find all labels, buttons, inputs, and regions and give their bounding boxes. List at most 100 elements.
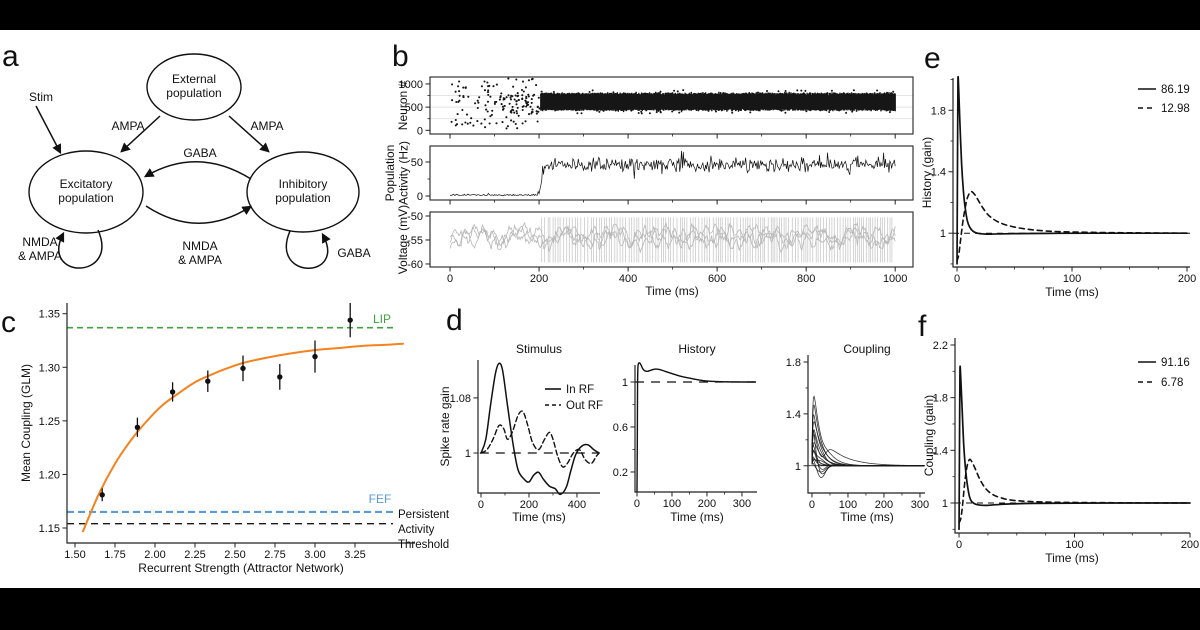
svg-text:population: population bbox=[166, 86, 221, 100]
svg-text:1: 1 bbox=[795, 461, 801, 473]
svg-text:Population: Population bbox=[383, 145, 397, 202]
svg-text:1: 1 bbox=[942, 498, 948, 510]
svg-text:200: 200 bbox=[1178, 273, 1196, 285]
svg-text:population: population bbox=[275, 191, 330, 205]
svg-text:1.75: 1.75 bbox=[104, 549, 125, 561]
svg-text:Out RF: Out RF bbox=[566, 400, 603, 412]
svg-text:2.50: 2.50 bbox=[224, 549, 245, 561]
svg-text:6.78: 6.78 bbox=[1161, 377, 1183, 389]
b-activity: 0 50 Population Activity (Hz) bbox=[383, 141, 914, 205]
svg-text:NMDA: NMDA bbox=[182, 239, 217, 253]
svg-text:Mean Coupling (GLM): Mean Coupling (GLM) bbox=[19, 364, 33, 482]
d-stimulus: 0 200 400 1 1.08 Time (ms) Spike rate gain Stim… bbox=[438, 342, 603, 524]
svg-text:200: 200 bbox=[1181, 539, 1199, 551]
c-coupling-vs-strength: 1.50 1.75 2.00 2.25 2.50 2.75 3.00 3.25 1.15 1.20… bbox=[19, 303, 450, 575]
svg-text:& AMPA: & AMPA bbox=[18, 249, 62, 263]
svg-text:0.2: 0.2 bbox=[613, 467, 628, 479]
e-history-gain: 0 100 200 1 1.4 1.8 Time (ms) History (gain) 86.… bbox=[920, 75, 1196, 299]
d-coupling: 0 100 200 300 1 1.4 1.8 Time (ms) Coupling bbox=[786, 342, 929, 524]
svg-text:0: 0 bbox=[417, 125, 423, 137]
svg-text:1: 1 bbox=[940, 228, 946, 240]
svg-text:0: 0 bbox=[809, 499, 815, 511]
ampa-right-arrow bbox=[228, 115, 270, 153]
svg-text:History: History bbox=[678, 342, 715, 356]
svg-text:2.00: 2.00 bbox=[144, 549, 165, 561]
svg-text:300: 300 bbox=[911, 499, 929, 511]
svg-text:LIP: LIP bbox=[373, 312, 391, 326]
f-coupling-gain: 0 100 200 1 1.4 1.8 2.2 Time (ms) Coupling (gain… bbox=[922, 338, 1199, 565]
svg-text:2.75: 2.75 bbox=[264, 549, 285, 561]
panel-a-network-diagram: ExternalpopulationExcitatorypopulationIn… bbox=[18, 53, 371, 269]
svg-text:100: 100 bbox=[839, 499, 857, 511]
svg-text:100: 100 bbox=[1063, 273, 1081, 285]
svg-text:FEF: FEF bbox=[369, 492, 392, 506]
svg-text:100: 100 bbox=[1065, 539, 1083, 551]
svg-text:1000: 1000 bbox=[883, 273, 907, 285]
svg-text:Activity: Activity bbox=[398, 524, 435, 536]
svg-text:12.98: 12.98 bbox=[1161, 103, 1190, 115]
svg-text:500: 500 bbox=[405, 102, 423, 114]
svg-text:In RF: In RF bbox=[566, 384, 594, 396]
svg-text:External: External bbox=[172, 72, 216, 86]
svg-text:1.08: 1.08 bbox=[450, 393, 471, 405]
inhibitory-self-loop bbox=[285, 230, 331, 269]
svg-text:200: 200 bbox=[875, 499, 893, 511]
svg-text:GABA: GABA bbox=[337, 246, 370, 260]
svg-text:Time (ms): Time (ms) bbox=[512, 510, 566, 524]
svg-text:1.4: 1.4 bbox=[933, 445, 948, 457]
svg-text:Voltage (mV): Voltage (mV) bbox=[396, 205, 410, 274]
svg-text:1.25: 1.25 bbox=[39, 416, 60, 428]
svg-text:1: 1 bbox=[622, 377, 628, 389]
panel-d-letter: d bbox=[446, 304, 463, 337]
panel-c-letter: c bbox=[1, 306, 16, 339]
panel-e-history-gain-plot: 0 100 200 1 1.4 1.8 Time (ms) History (gain) 86.… bbox=[920, 75, 1196, 299]
svg-text:2.2: 2.2 bbox=[933, 340, 948, 352]
svg-text:3.25: 3.25 bbox=[344, 549, 365, 561]
svg-text:-50: -50 bbox=[407, 211, 423, 223]
excitatory-self-loop bbox=[55, 229, 103, 269]
svg-text:& AMPA: & AMPA bbox=[178, 253, 222, 267]
svg-text:Time (ms): Time (ms) bbox=[840, 510, 894, 524]
panel-d-glm-filters-plots: 0 200 400 1 1.08 Time (ms) Spike rate gain Stim… bbox=[438, 342, 929, 524]
svg-text:400: 400 bbox=[619, 273, 637, 285]
panel-a-letter: a bbox=[2, 40, 19, 73]
d-history: 0 100 200 300 0.2 0.6 1 Time (ms) History bbox=[613, 342, 757, 524]
svg-text:0: 0 bbox=[417, 191, 423, 203]
excitatory-population-node bbox=[28, 150, 144, 234]
svg-text:Time (ms): Time (ms) bbox=[670, 510, 724, 524]
svg-text:1.35: 1.35 bbox=[39, 309, 60, 321]
svg-text:100: 100 bbox=[663, 498, 681, 510]
panel-f-letter: f bbox=[918, 310, 927, 343]
svg-text:AMPA: AMPA bbox=[250, 119, 283, 133]
panel-c-coupling-vs-strength-plot: 1.50 1.75 2.00 2.25 2.50 2.75 3.00 3.25 1.15 1.20… bbox=[19, 303, 450, 575]
svg-text:Excitatory: Excitatory bbox=[60, 177, 113, 191]
svg-text:Threshold: Threshold bbox=[398, 539, 449, 551]
svg-text:200: 200 bbox=[698, 498, 716, 510]
svg-text:Neuron #: Neuron # bbox=[396, 80, 410, 130]
svg-text:0: 0 bbox=[447, 273, 453, 285]
svg-text:0: 0 bbox=[634, 498, 640, 510]
svg-text:1.20: 1.20 bbox=[39, 469, 60, 481]
svg-text:91.16: 91.16 bbox=[1161, 357, 1190, 369]
b-voltage: 0 200 400 600 800 1000 -50 -55 -60 Time (ms) Volta… bbox=[396, 205, 914, 298]
svg-text:1.8: 1.8 bbox=[931, 105, 946, 117]
svg-text:AMPA: AMPA bbox=[111, 119, 144, 133]
panel-b-letter: b bbox=[392, 40, 409, 73]
svg-text:History (gain): History (gain) bbox=[920, 137, 934, 208]
svg-text:0: 0 bbox=[956, 539, 962, 551]
svg-text:0.6: 0.6 bbox=[613, 422, 628, 434]
svg-text:300: 300 bbox=[733, 498, 751, 510]
nmda-ampa-arrow bbox=[145, 205, 253, 224]
figure-canvas: a b c d e f bbox=[0, 30, 1200, 588]
svg-text:Inhibitory: Inhibitory bbox=[279, 177, 328, 191]
svg-text:NMDA: NMDA bbox=[22, 235, 57, 249]
svg-text:800: 800 bbox=[797, 273, 815, 285]
svg-text:1: 1 bbox=[465, 448, 471, 460]
svg-text:0: 0 bbox=[954, 273, 960, 285]
inhibitory-population-node bbox=[246, 151, 360, 233]
svg-text:-60: -60 bbox=[407, 259, 423, 271]
svg-text:1.4: 1.4 bbox=[931, 167, 946, 179]
svg-text:600: 600 bbox=[708, 273, 726, 285]
